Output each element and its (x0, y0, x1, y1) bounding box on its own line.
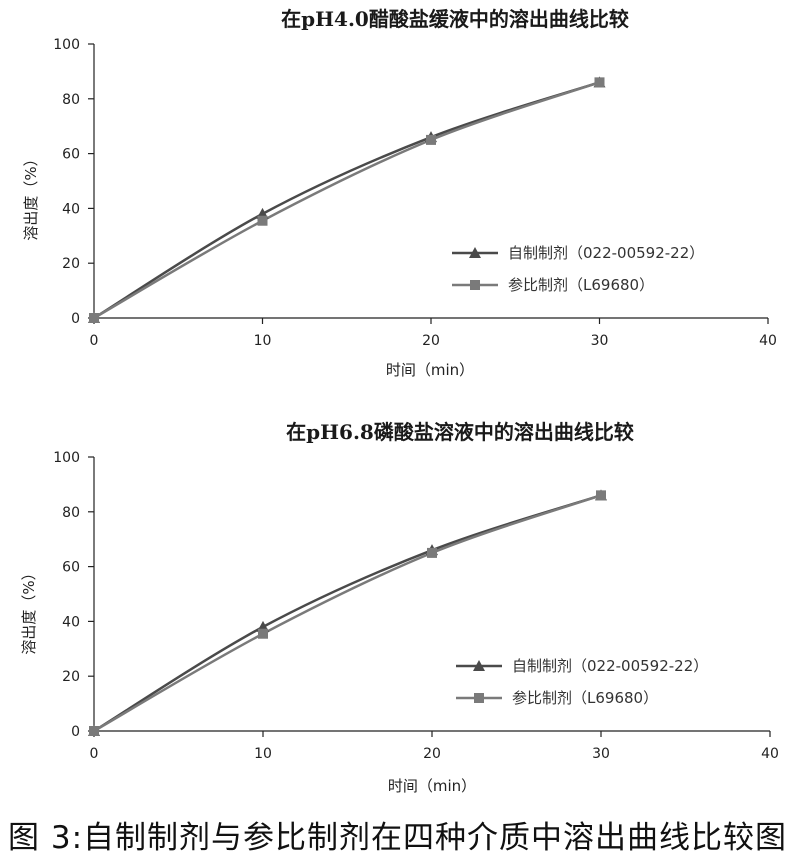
chart-1-ylabel: 溶出度（%） (22, 151, 40, 240)
series-line-2 (93, 494, 602, 733)
chart-1-legend-2: 参比制剂（L69680） (508, 276, 654, 294)
chart-2-legend: 自制制剂（022-00592-22） 参比制剂（L69680） (456, 657, 708, 707)
chart-2-xlabel: 时间（min） (388, 777, 476, 795)
y-tick-label: 100 (53, 450, 80, 466)
y-tick-label: 80 (62, 505, 80, 521)
y-tick-label: 40 (62, 614, 80, 630)
chart-1-title: 在pH4.0醋酸盐缓液中的溶出曲线比较 (281, 7, 629, 31)
chart-1-legend: 自制制剂（022-00592-22） 参比制剂（L69680） (452, 244, 704, 294)
data-point-square (426, 134, 436, 145)
x-tick-label: 20 (423, 746, 441, 762)
y-tick-label: 60 (62, 147, 80, 163)
y-tick-label: 0 (71, 724, 80, 740)
chart-1-plot: 0 20 40 60 80 100 0 10 20 30 40 (53, 37, 777, 349)
x-tick-label: 40 (759, 333, 777, 349)
x-tick-label: 30 (592, 746, 610, 762)
x-tick-label: 40 (761, 746, 779, 762)
chart-2-plot: 0 20 40 60 80 100 0 10 20 30 40 (53, 450, 779, 762)
chart-2-legend-1: 自制制剂（022-00592-22） (512, 657, 708, 675)
data-point-square (594, 77, 605, 88)
figure-caption: 图 3:自制制剂与参比制剂在四种介质中溶出曲线比较图 (8, 820, 788, 856)
data-point-square (257, 215, 268, 226)
chart-1: 在pH4.0醋酸盐缓液中的溶出曲线比较 0 20 40 60 80 100 0 10 20 30 4… (0, 0, 800, 400)
legend-triangle-marker (473, 660, 485, 671)
data-point-square (258, 628, 268, 639)
y-tick-label: 20 (62, 256, 80, 272)
x-tick-label: 0 (90, 333, 99, 349)
chart-2-title: 在pH6.8磷酸盐溶液中的溶出曲线比较 (286, 420, 634, 444)
y-tick-label: 60 (62, 560, 80, 576)
y-tick-label: 40 (62, 201, 80, 217)
x-tick-label: 20 (422, 333, 440, 349)
y-tick-label: 0 (71, 311, 80, 327)
y-tick-label: 80 (62, 92, 80, 108)
data-point-square (596, 490, 606, 501)
legend-square-marker (470, 280, 480, 290)
chart-1-legend-1: 自制制剂（022-00592-22） (508, 244, 704, 262)
y-tick-label: 100 (53, 37, 80, 53)
chart-1-svg: 在pH4.0醋酸盐缓液中的溶出曲线比较 0 20 40 60 80 100 0 10 20 30 4… (22, 7, 777, 379)
data-point-square (427, 547, 437, 558)
chart-2-svg: 在pH6.8磷酸盐溶液中的溶出曲线比较 0 20 40 60 80 100 0 10 20 30 4… (20, 420, 779, 795)
chart-2-ylabel: 溶出度（%） (20, 565, 38, 654)
data-point-square (89, 726, 99, 736)
legend-triangle-marker (469, 247, 481, 258)
chart-1-xlabel: 时间（min） (386, 361, 474, 379)
chart-2-legend-2: 参比制剂（L69680） (512, 689, 658, 707)
x-tick-label: 10 (254, 746, 272, 762)
x-tick-label: 10 (254, 333, 272, 349)
chart-2: 在pH6.8磷酸盐溶液中的溶出曲线比较 0 20 40 60 80 100 0 10 20 30 4… (0, 413, 800, 813)
x-tick-label: 0 (90, 746, 99, 762)
y-tick-label: 20 (62, 669, 80, 685)
x-tick-label: 30 (591, 333, 609, 349)
series-line-2 (93, 81, 600, 320)
legend-square-marker (474, 693, 484, 703)
data-point-square (89, 313, 99, 323)
